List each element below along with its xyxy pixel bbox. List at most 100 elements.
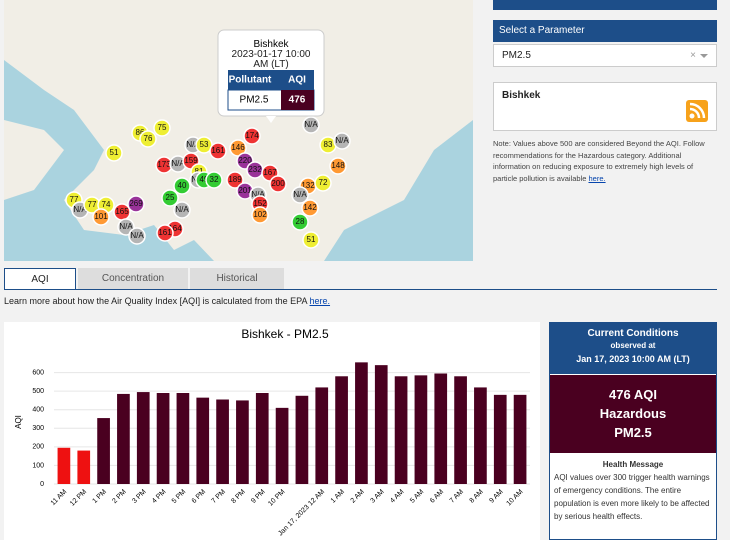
- bar: [295, 395, 309, 484]
- bar: [136, 392, 150, 484]
- map-marker[interactable]: [139, 130, 157, 148]
- map-marker[interactable]: [314, 174, 332, 192]
- marker-label: 132: [301, 181, 315, 190]
- y-tick-label: 100: [32, 462, 44, 469]
- tab-line: [4, 289, 717, 290]
- marker-label: 51: [110, 148, 119, 157]
- bar: [434, 373, 448, 484]
- popup-aqi: 476: [289, 95, 306, 106]
- current-title: Current Conditions: [587, 328, 679, 339]
- bar: [117, 393, 130, 484]
- marker-label: 83: [324, 140, 333, 149]
- marker-label: 102: [253, 210, 267, 219]
- bar: [335, 376, 348, 484]
- bar: [196, 397, 210, 484]
- marker-label: 152: [253, 199, 267, 208]
- marker-label: 101: [94, 212, 108, 221]
- x-tick-label: 8 AM: [469, 488, 485, 504]
- bar: [57, 447, 71, 484]
- map-marker[interactable]: [205, 171, 223, 189]
- bar: [454, 376, 467, 484]
- map-marker[interactable]: [333, 132, 351, 150]
- select-header: Select a Parameter: [493, 20, 717, 42]
- map-marker[interactable]: [128, 227, 146, 245]
- map-marker[interactable]: [329, 157, 347, 175]
- marker-label: 269: [129, 199, 143, 208]
- learn-text: Learn more about how the Air Quality Ind…: [4, 296, 307, 306]
- map-marker[interactable]: [161, 189, 179, 207]
- bar: [315, 387, 329, 484]
- panel-header: [493, 0, 717, 10]
- tab[interactable]: AQI: [4, 268, 76, 289]
- x-tick-label: 6 AM: [429, 488, 445, 504]
- marker-label: N/A: [175, 205, 189, 214]
- map-marker[interactable]: [302, 116, 320, 134]
- map-marker[interactable]: [269, 175, 287, 193]
- map-marker[interactable]: [153, 119, 171, 137]
- marker-label: N/A: [293, 190, 307, 199]
- map-marker[interactable]: [156, 224, 174, 242]
- tab[interactable]: Historical: [190, 268, 284, 289]
- dropdown-arrow[interactable]: [700, 54, 708, 62]
- health-text: AQI values over 300 trigger health warni…: [554, 473, 710, 521]
- marker-label: 200: [271, 179, 285, 188]
- bar: [216, 399, 229, 484]
- x-tick-label: 5 PM: [171, 488, 188, 505]
- current-category: Hazardous: [599, 406, 667, 421]
- map-marker[interactable]: [243, 127, 261, 145]
- marker-label: 74: [102, 200, 111, 209]
- map-marker[interactable]: [127, 195, 145, 213]
- marker-label: 148: [331, 161, 345, 170]
- marker-label: N/A: [186, 140, 200, 149]
- current-pollutant: PM2.5: [614, 425, 652, 440]
- note: Note: Values above 500 are considered Be…: [493, 138, 719, 184]
- x-tick-label: 10 PM: [267, 488, 286, 507]
- marker-label: 161: [211, 146, 225, 155]
- marker-label: 232: [248, 165, 262, 174]
- marker-label: 164: [168, 224, 182, 233]
- x-tick-label: 2 AM: [350, 488, 366, 504]
- select[interactable]: PM2.5 ×: [493, 44, 717, 67]
- marker-label: N/A: [171, 159, 185, 168]
- tab[interactable]: Concentration: [78, 268, 188, 289]
- bar: [236, 400, 249, 484]
- map-marker[interactable]: [209, 142, 227, 160]
- bar: [176, 393, 190, 484]
- marker-label: N/A: [119, 222, 133, 231]
- marker-label: 77: [88, 200, 97, 209]
- marker-label: 159: [184, 156, 198, 165]
- bar: [275, 407, 289, 484]
- marker-label: 51: [307, 235, 316, 244]
- map-marker[interactable]: [301, 199, 319, 217]
- popup-col: Pollutant: [229, 75, 272, 86]
- marker-label: 75: [158, 123, 167, 132]
- x-tick-label: 11 AM: [50, 488, 69, 507]
- bar: [255, 393, 269, 484]
- y-tick-label: 300: [32, 425, 44, 432]
- learn-link[interactable]: here.: [309, 296, 331, 306]
- map-marker[interactable]: [173, 177, 191, 195]
- popup-pollutant: PM2.5: [240, 95, 269, 106]
- observed-time: Jan 17, 2023 10:00 AM (LT): [576, 354, 690, 364]
- map-marker[interactable]: [302, 231, 320, 249]
- bar: [414, 375, 428, 484]
- x-tick-label: 10 AM: [506, 488, 525, 507]
- map-marker[interactable]: [92, 208, 110, 226]
- marker-label: 49: [200, 175, 209, 184]
- map-marker[interactable]: [291, 213, 309, 231]
- note-link[interactable]: here.: [588, 173, 606, 183]
- clear-button[interactable]: ×: [690, 50, 696, 61]
- x-tick-label: 5 AM: [409, 488, 425, 504]
- map-marker[interactable]: [173, 201, 191, 219]
- map-marker[interactable]: [251, 206, 269, 224]
- marker-label: 173: [157, 160, 171, 169]
- x-tick-label: 1 PM: [91, 488, 108, 505]
- marker-label: 165: [115, 207, 129, 216]
- rss-icon[interactable]: [686, 100, 708, 122]
- map-marker[interactable]: [291, 186, 309, 204]
- map-marker[interactable]: [105, 144, 123, 162]
- popup: Bishkek 2023-01-17 10:00 AM (LT) Polluta…: [217, 29, 325, 123]
- map-marker[interactable]: [226, 171, 244, 189]
